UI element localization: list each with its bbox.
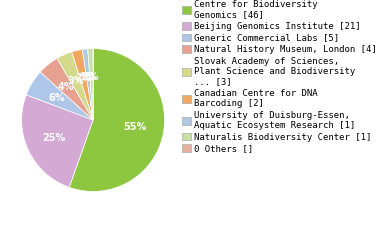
Wedge shape	[26, 72, 93, 120]
Wedge shape	[57, 52, 93, 120]
Text: 6%: 6%	[48, 93, 65, 103]
Wedge shape	[40, 58, 93, 120]
Wedge shape	[69, 48, 165, 192]
Text: 1%: 1%	[83, 72, 100, 82]
Text: 2%: 2%	[75, 73, 92, 83]
Wedge shape	[88, 48, 93, 120]
Text: 55%: 55%	[124, 122, 147, 132]
Legend: Centre for Biodiversity
Genomics [46], Beijing Genomics Institute [21], Generic : Centre for Biodiversity Genomics [46], B…	[182, 0, 377, 153]
Text: 1%: 1%	[80, 72, 97, 82]
Wedge shape	[82, 49, 93, 120]
Text: 3%: 3%	[68, 76, 84, 86]
Text: 25%: 25%	[43, 133, 66, 143]
Wedge shape	[22, 95, 93, 187]
Wedge shape	[72, 49, 93, 120]
Text: 4%: 4%	[58, 82, 74, 92]
